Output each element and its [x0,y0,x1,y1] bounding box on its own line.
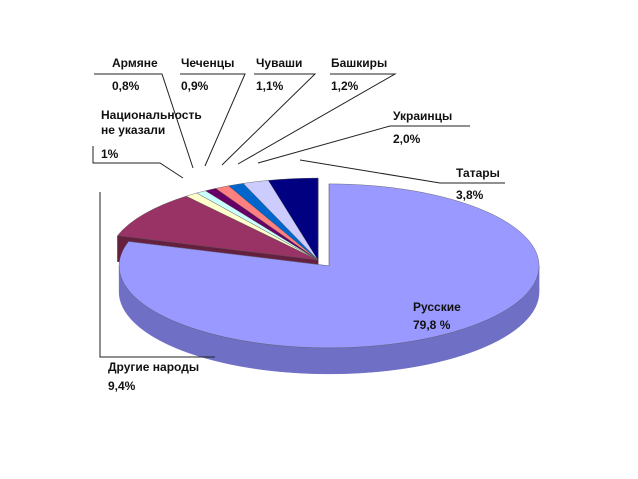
leader-line-chechens [180,73,246,167]
leader-line-no-nationality [92,146,184,179]
label-other-name: Другие народы [108,360,199,374]
leader-line-other [99,192,215,358]
leader-line-ukrainians [257,125,470,164]
slice-tatars [267,177,319,261]
leader-line-bashkirs [237,73,397,165]
label-armenians-name: Армяне [112,56,158,70]
leader-line-armenians [94,73,194,169]
label-russians-value: 79,8 % [413,318,451,332]
label-ukrainians-value: 2,0% [393,132,421,146]
label-no-nationality-line1: Национальность [101,108,202,122]
label-bashkirs-value: 1,2% [331,79,359,93]
label-ukrainians-name: Украинцы [393,109,452,123]
slice-russians [118,183,540,349]
label-tatars-name: Татары [456,166,500,180]
leader-lines [92,73,505,358]
label-chechens-value: 0,9% [181,79,209,93]
slice-labels: Армяне 0,8% Чеченцы 0,9% Чуваши 1,1% Баш… [101,56,500,393]
label-no-nationality-value: 1% [101,147,119,161]
label-bashkirs-name: Башкиры [331,56,387,70]
leader-line-tatars [299,159,505,184]
slice-other-peoples [117,195,319,261]
label-armenians-value: 0,8% [112,79,140,93]
label-chuvash-name: Чуваши [256,56,302,70]
label-chechens-name: Чеченцы [181,56,234,70]
label-russians-name: Русские [413,300,461,314]
label-chuvash-value: 1,1% [256,79,284,93]
label-tatars-value: 3,8% [456,188,484,202]
label-no-nationality-line2: не указали [101,123,165,137]
pie-tops [117,177,540,349]
leader-line-chuvash [221,73,317,166]
label-other-value: 9,4% [108,379,136,393]
